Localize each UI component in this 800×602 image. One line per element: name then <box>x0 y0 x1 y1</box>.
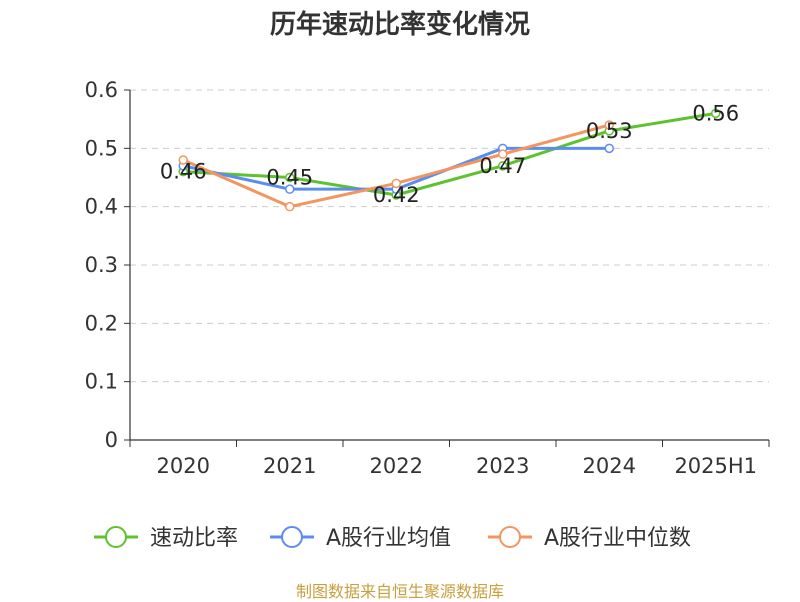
axes: 0 0.1 0.2 0.3 0.4 0.5 0.6 2020 2021 2022 2023 2024 2… <box>85 78 770 478</box>
data-labels: 0.46 0.45 0.42 0.47 0.53 0.56 <box>160 101 739 207</box>
legend-label: A股行业均值 <box>326 526 451 551</box>
y-tick-label: 0.1 <box>85 370 118 394</box>
y-tick-label: 0.4 <box>85 195 118 219</box>
legend-marker <box>105 526 127 548</box>
legend-label: A股行业中位数 <box>544 526 691 551</box>
x-tick-label: 2021 <box>263 454 316 478</box>
legend-marker <box>281 526 303 548</box>
data-point <box>604 120 614 130</box>
legend-item-0[interactable]: 速动比率 <box>94 526 238 551</box>
grid-lines <box>130 89 769 383</box>
y-tick-label: 0.2 <box>85 311 118 335</box>
chart-title: 历年速动比率变化情况 <box>269 10 530 40</box>
x-tick-label: 2023 <box>476 454 529 478</box>
y-tick-label: 0.6 <box>85 78 118 102</box>
y-tick-label: 0.3 <box>85 253 118 277</box>
data-point <box>391 178 401 189</box>
legend-label: 速动比率 <box>150 526 238 551</box>
data-point <box>604 143 614 154</box>
data-label: 0.45 <box>266 166 313 190</box>
data-point <box>498 161 508 171</box>
series-line <box>183 111 716 197</box>
legend[interactable]: 速动比率 A股行业均值 A股行业中位数 <box>94 526 691 551</box>
data-point <box>498 149 508 159</box>
data-source-note: 制图数据来自恒生聚源数据库 <box>295 582 504 601</box>
x-tick-label: 2022 <box>370 454 423 478</box>
series-lines <box>178 108 721 212</box>
series-2 <box>178 120 614 212</box>
data-point <box>285 184 295 194</box>
y-tick-label: 0 <box>105 428 118 452</box>
y-tick-label: 0.5 <box>85 136 118 160</box>
x-tick-label: 2020 <box>157 454 210 478</box>
x-tick-label: 2025H1 <box>674 454 757 478</box>
data-point <box>285 201 295 212</box>
legend-item-2[interactable]: A股行业中位数 <box>488 526 691 551</box>
data-point <box>711 108 721 119</box>
data-label: 0.53 <box>586 119 633 143</box>
data-point <box>178 155 188 165</box>
data-label: 0.47 <box>479 154 526 178</box>
legend-item-1[interactable]: A股行业均值 <box>270 526 451 551</box>
data-label: 0.56 <box>692 101 739 125</box>
legend-marker <box>499 526 521 548</box>
data-point <box>285 172 295 183</box>
data-label: 0.42 <box>373 183 420 207</box>
x-tick-label: 2024 <box>583 454 636 478</box>
series-0 <box>178 108 721 200</box>
data-label: 0.46 <box>160 160 207 184</box>
